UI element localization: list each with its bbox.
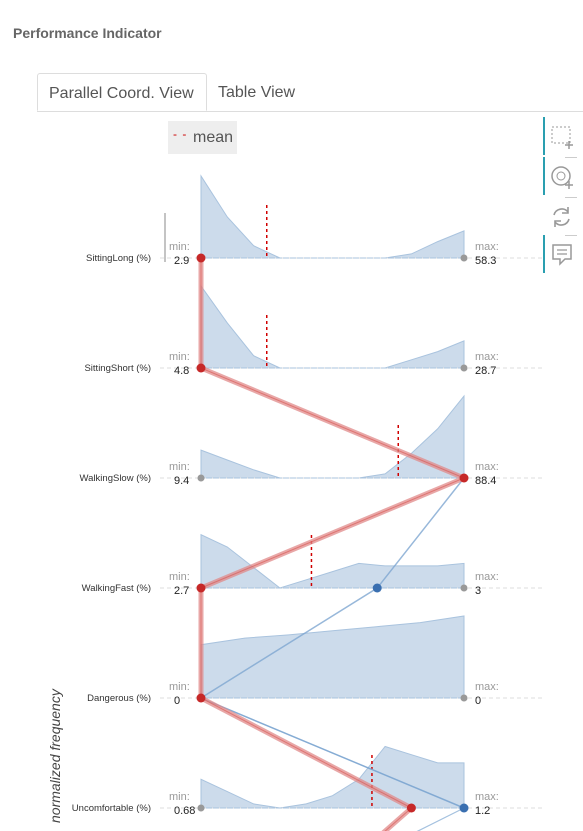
axis-min-value: 0.68 (174, 805, 195, 817)
axis-name: WalkingFast (%) (82, 583, 151, 594)
axis-max-value: 28.7 (475, 365, 496, 377)
axis-min-value: 2.9 (174, 255, 189, 267)
axis-max-value: 88.4 (475, 475, 496, 487)
axis-max-label: max: (475, 351, 499, 363)
tab-parallel-coord-view[interactable]: Parallel Coord. View (37, 73, 207, 111)
axis-max-label: max: (475, 241, 499, 253)
axis-max-label: max: (475, 461, 499, 473)
page-title: Performance Indicator (13, 25, 162, 41)
legend: - - mean (168, 121, 237, 154)
reset-icon (553, 207, 570, 227)
selected-point (372, 583, 382, 593)
density-area (200, 174, 465, 259)
axis-name: SittingShort (%) (84, 363, 151, 374)
axis-min-value: 9.4 (174, 475, 189, 487)
box-select-button[interactable] (543, 117, 583, 155)
view-tabs: Parallel Coord. View Table View (37, 73, 583, 112)
axis-max-dot (460, 254, 468, 262)
axis-min-dot (197, 804, 205, 812)
background-line (416, 807, 465, 831)
axis-max-value: 0 (475, 695, 481, 707)
axis-min-label: min: (169, 241, 190, 253)
highlighted-point (459, 473, 469, 483)
highlighted-point (196, 363, 206, 373)
axis-min-label: min: (169, 681, 190, 693)
axis-min-dot (197, 474, 205, 482)
axis-min-value: 4.8 (174, 365, 189, 377)
density-area (200, 394, 465, 479)
axis-min-label: min: (169, 791, 190, 803)
lasso-select-icon (551, 166, 573, 189)
axis-min-value: 2.7 (174, 585, 189, 597)
highlighted-point (196, 583, 206, 593)
axis-min-value: 0 (174, 695, 180, 707)
reset-button[interactable] (543, 197, 583, 235)
axis-min-label: min: (169, 461, 190, 473)
axis-max-dot (460, 364, 468, 372)
axis-max-dot (460, 694, 468, 702)
density-area (200, 284, 465, 369)
highlighted-point (196, 253, 206, 263)
mean-legend-symbol: - - (173, 127, 188, 141)
axis-max-dot (460, 584, 468, 592)
tab-table-view[interactable]: Table View (218, 84, 296, 101)
axis-max-value: 3 (475, 585, 481, 597)
axis-name: Uncomfortable (%) (72, 803, 151, 814)
axis-min-label: min: (169, 351, 190, 363)
highlighted-point (196, 693, 206, 703)
axis-name: SittingLong (%) (86, 253, 151, 264)
density-area (200, 745, 465, 809)
axis-name: Dangerous (%) (87, 693, 151, 704)
lasso-select-button[interactable] (543, 157, 583, 195)
density-area (200, 533, 465, 589)
box-select-icon (551, 126, 573, 149)
axis-name: WalkingSlow (%) (80, 473, 151, 484)
axis-max-label: max: (475, 681, 499, 693)
selected-point (459, 803, 469, 813)
highlighted-point (406, 803, 416, 813)
axis-max-value: 1.2 (475, 805, 490, 817)
background-line (200, 697, 465, 809)
axis-min-label: min: (169, 571, 190, 583)
axis-max-value: 58.3 (475, 255, 496, 267)
axis-max-label: max: (475, 571, 499, 583)
axis-max-label: max: (475, 791, 499, 803)
comment-button[interactable] (543, 235, 583, 273)
comment-icon (552, 244, 572, 266)
y-axis-label: normalized frequency (47, 689, 63, 823)
mean-legend-label: mean (193, 129, 234, 146)
density-area (200, 615, 465, 699)
